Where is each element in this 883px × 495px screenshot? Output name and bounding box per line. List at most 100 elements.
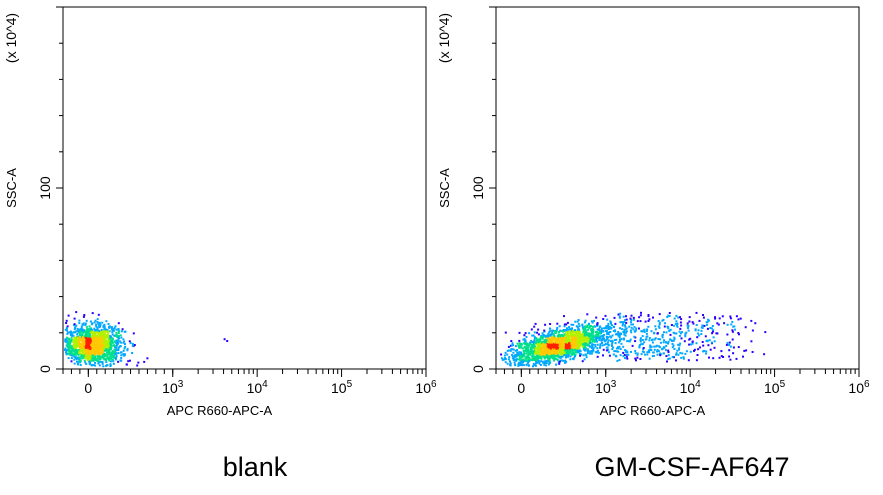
scatter-point (735, 315, 738, 318)
scatter-point (105, 340, 108, 343)
scatter-point (601, 330, 604, 332)
scatter-point (678, 344, 681, 347)
scatter-point (634, 340, 637, 343)
scatter-point (551, 349, 554, 352)
y-tick-label: 0 (37, 365, 53, 373)
scatter-point (558, 351, 561, 354)
scatter-point (678, 334, 681, 337)
scatter-point (591, 332, 594, 335)
scatter-point (684, 333, 687, 336)
scatter-point (573, 349, 576, 352)
scatter-point (551, 338, 554, 341)
scatter-point (717, 323, 720, 326)
scatter-point (78, 360, 81, 363)
scatter-point (112, 329, 114, 332)
scatter-point (530, 352, 533, 355)
scatter-point (662, 352, 665, 355)
scatter-point (548, 331, 551, 334)
scatter-point (75, 337, 78, 340)
scatter-point (77, 343, 80, 346)
scatter-point (561, 345, 564, 348)
scatter-point (578, 336, 581, 339)
scatter-point (84, 332, 87, 335)
scatter-point (78, 350, 81, 353)
scatter-point (659, 354, 662, 357)
scatter-point (81, 345, 83, 348)
scatter-point (532, 341, 535, 344)
scatter-point (548, 327, 551, 330)
scatter-point (101, 321, 104, 324)
scatter-point (115, 354, 118, 357)
scatter-point (98, 347, 101, 350)
scatter-point (554, 345, 556, 348)
scatter-point (88, 353, 91, 355)
scatter-point (579, 333, 582, 336)
scatter-point (664, 322, 666, 325)
scatter-point (567, 353, 569, 355)
scatter-point (548, 362, 551, 365)
scatter-point (65, 341, 68, 344)
scatter-point (625, 331, 627, 334)
scatter-point (582, 327, 585, 330)
scatter-point (558, 362, 561, 365)
scatter-point (608, 354, 611, 357)
scatter-point (705, 352, 708, 355)
scatter-point (654, 328, 657, 331)
scatter-point (590, 334, 593, 337)
scatter-point (667, 340, 670, 343)
scatter-point (585, 356, 588, 359)
scatter-point (103, 353, 106, 356)
scatter-point (589, 350, 592, 353)
scatter-point (518, 342, 521, 345)
scatter-point (532, 365, 534, 368)
scatter-point (100, 345, 103, 348)
scatter-point (75, 350, 78, 353)
scatter-point (650, 345, 653, 348)
scatter-point (110, 357, 113, 360)
scatter-point (604, 340, 607, 343)
scatter-point (591, 329, 594, 331)
scatter-point (592, 349, 595, 352)
scatter-point (95, 344, 98, 347)
scatter-point (533, 337, 536, 340)
scatter-point (550, 351, 553, 354)
scatter-point (551, 341, 554, 344)
scatter-point (77, 328, 80, 331)
scatter-point (515, 345, 517, 348)
scatter-point (84, 361, 87, 364)
scatter-point (725, 343, 728, 346)
scatter-point (563, 323, 566, 326)
scatter-point (577, 348, 580, 350)
scatter-point (712, 329, 715, 332)
scatter-point (624, 324, 627, 327)
scatter-point (606, 341, 609, 344)
scatter-point (74, 331, 77, 334)
scatter-point (554, 349, 557, 352)
scatter-point (683, 340, 686, 343)
scatter-point (548, 349, 551, 352)
scatter-point (607, 322, 610, 325)
scatter-point (652, 351, 655, 354)
scatter-point (668, 312, 671, 314)
scatter-point (567, 355, 569, 358)
scatter-point (536, 331, 539, 334)
scatter-point (582, 331, 585, 334)
scatter-point (92, 358, 95, 361)
scatter-point (500, 353, 503, 356)
scatter-point (67, 349, 70, 352)
scatter-point (93, 327, 96, 330)
y-axis-label: SSC-A (437, 168, 452, 208)
scatter-point (551, 337, 554, 340)
scatter-point (550, 345, 553, 348)
scatter-point (533, 336, 536, 339)
scatter-point (108, 326, 110, 329)
scatter-point (712, 357, 715, 360)
scatter-point (503, 354, 506, 357)
scatter-point (118, 330, 121, 333)
scatter-point (83, 335, 86, 338)
plot-frame (495, 6, 860, 370)
scatter-point (570, 342, 573, 345)
scatter-point (538, 348, 540, 351)
scatter-point (568, 328, 571, 331)
scatter-point (631, 344, 634, 347)
